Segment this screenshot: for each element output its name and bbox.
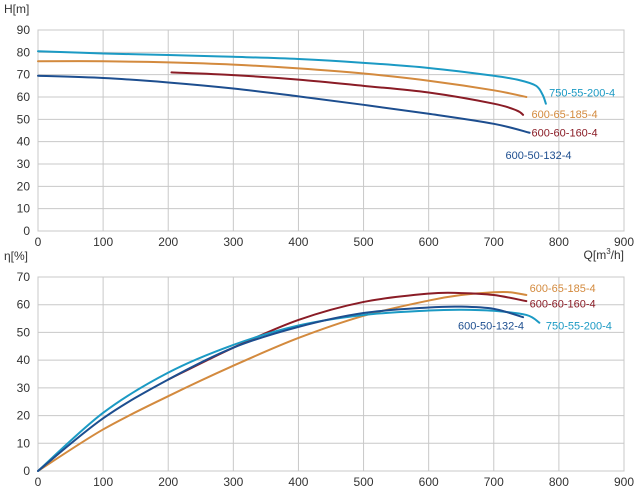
- top-series-line-600-60-160-4: [170, 71, 525, 116]
- top-xtick-label-0: 0: [35, 235, 42, 249]
- top-xtick-label-3: 300: [223, 235, 243, 249]
- bottom-plot-frame: [37, 276, 625, 472]
- top-xtick-label-8: 800: [549, 235, 569, 249]
- top-series-line-750-55-200-4: [37, 50, 547, 105]
- bottom-xtick-label-3: 300: [223, 475, 243, 489]
- top-series-line-600-50-132-4: [37, 74, 531, 134]
- top-xtick-label-9: 900: [614, 235, 634, 249]
- top-xtick-label-2: 200: [158, 235, 178, 249]
- bottom-ytick-label-5: 50: [17, 325, 31, 339]
- bottom-series-line-600-65-185-4: [37, 290, 528, 472]
- bottom-xtick-label-4: 400: [288, 475, 308, 489]
- bottom-series-label-600-60-160-4: 600-60-160-4: [530, 298, 596, 310]
- bottom-series-label-600-50-132-4: 600-50-132-4: [458, 321, 524, 333]
- top-ytick-label-1: 10: [17, 202, 31, 216]
- bottom-ytick-label-7: 70: [17, 270, 31, 284]
- bottom-xtick-label-2: 200: [158, 475, 178, 489]
- top-series-label-600-50-132-4: 600-50-132-4: [505, 150, 571, 162]
- top-series-label-750-55-200-4: 750-55-200-4: [549, 88, 615, 100]
- bottom-y-axis-label: η[%]: [4, 249, 28, 263]
- top-xtick-label-7: 700: [484, 235, 504, 249]
- top-ytick-label-6: 60: [17, 90, 31, 104]
- bottom-ytick-label-0: 0: [23, 464, 30, 478]
- top-ytick-label-0: 0: [23, 224, 30, 238]
- top-series-line-600-65-185-4: [37, 60, 528, 98]
- bottom-series-line-600-60-160-4: [167, 291, 528, 381]
- top-xtick-label-4: 400: [288, 235, 308, 249]
- top-plot-frame: [37, 29, 625, 232]
- bottom-ytick-label-4: 40: [17, 353, 31, 367]
- top-ytick-label-8: 80: [17, 45, 31, 59]
- bottom-series-label-600-65-185-4: 600-65-185-4: [530, 283, 596, 295]
- bottom-ytick-label-2: 20: [17, 409, 31, 423]
- top-series-label-600-65-185-4: 600-65-185-4: [532, 109, 598, 121]
- bottom-ytick-label-3: 30: [17, 381, 31, 395]
- bottom-xtick-label-8: 800: [549, 475, 569, 489]
- bottom-ytick-label-6: 60: [17, 298, 31, 312]
- top-ytick-label-9: 90: [17, 23, 31, 37]
- bottom-xtick-label-1: 100: [93, 475, 113, 489]
- top-xtick-label-6: 600: [419, 235, 439, 249]
- top-series-label-600-60-160-4: 600-60-160-4: [532, 128, 598, 140]
- top-xtick-label-5: 500: [354, 235, 374, 249]
- bottom-ytick-label-1: 10: [17, 436, 31, 450]
- top-ytick-label-4: 40: [17, 135, 31, 149]
- top-ytick-label-7: 70: [17, 68, 31, 82]
- bottom-xtick-label-0: 0: [35, 475, 42, 489]
- top-x-axis-label: Q[m3/h]: [584, 247, 624, 262]
- bottom-xtick-label-5: 500: [354, 475, 374, 489]
- bottom-xtick-label-7: 700: [484, 475, 504, 489]
- bottom-xtick-label-6: 600: [419, 475, 439, 489]
- bottom-series-line-600-50-132-4: [37, 305, 525, 472]
- bottom-xtick-label-9: 900: [614, 475, 634, 489]
- bottom-series-line-750-55-200-4: [37, 308, 541, 472]
- top-ytick-label-2: 20: [17, 179, 31, 193]
- top-y-axis-label: H[m]: [4, 2, 29, 16]
- top-xtick-label-1: 100: [93, 235, 113, 249]
- top-ytick-label-3: 30: [17, 157, 31, 171]
- bottom-series-label-750-55-200-4: 750-55-200-4: [546, 321, 612, 333]
- top-ytick-label-5: 50: [17, 112, 31, 126]
